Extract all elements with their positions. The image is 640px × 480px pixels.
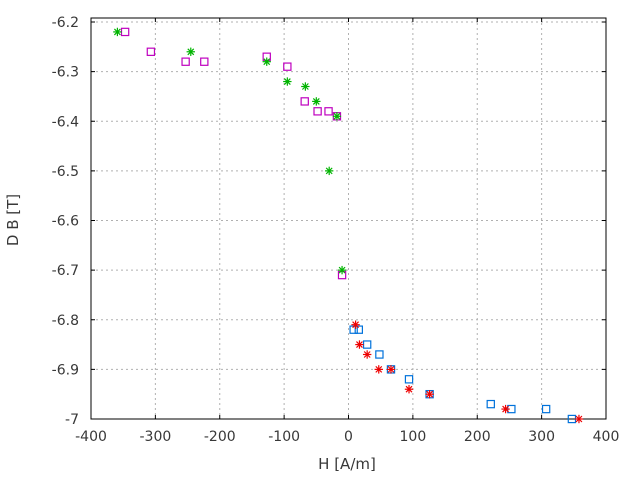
data-point-marker <box>502 405 509 413</box>
data-point-marker <box>363 351 371 358</box>
data-point-marker <box>313 107 322 116</box>
x-tick-label: -200 <box>204 429 236 445</box>
y-tick-label: -6.6 <box>52 214 79 230</box>
data-point-marker <box>405 385 413 393</box>
data-point-marker <box>300 97 309 106</box>
y-tick-label: -6.8 <box>52 313 79 329</box>
data-point-marker <box>187 48 195 56</box>
data-point-marker <box>354 325 364 334</box>
x-tick-label: -400 <box>75 429 107 445</box>
x-tick-label: 300 <box>528 429 555 445</box>
x-axis-label: H [A/m] <box>318 455 376 473</box>
data-point-marker <box>338 266 346 274</box>
data-point-marker <box>575 415 583 423</box>
data-point-marker <box>333 112 341 120</box>
data-point-marker <box>113 28 121 36</box>
data-point-marker <box>324 107 333 116</box>
data-point-marker <box>200 57 209 66</box>
y-tick-label: -6.7 <box>52 263 79 279</box>
x-tick-label: -100 <box>268 429 300 445</box>
y-tick-label: -7 <box>65 412 79 428</box>
data-point-marker <box>426 390 434 398</box>
y-axis-label: D B [T] <box>4 193 22 247</box>
y-tick-label: -6.5 <box>52 164 79 180</box>
data-point-marker <box>486 399 495 409</box>
data-point-marker <box>263 58 271 66</box>
data-point-marker <box>283 78 291 85</box>
data-point-marker <box>404 375 414 384</box>
data-point-marker <box>312 97 320 105</box>
data-point-marker <box>301 83 309 90</box>
data-point-marker <box>387 365 395 373</box>
y-tick-label: -6.4 <box>52 114 79 130</box>
y-tick-label: -6.9 <box>52 362 79 378</box>
data-point-marker <box>362 340 372 349</box>
y-tick-label: -6.2 <box>52 15 79 31</box>
data-point-marker <box>181 57 190 66</box>
x-tick-label: 100 <box>400 429 427 445</box>
data-point-marker <box>283 62 292 71</box>
x-tick-label: 0 <box>344 429 353 445</box>
data-point-marker <box>352 321 360 329</box>
x-tick-label: -300 <box>139 429 171 445</box>
data-point-marker <box>375 350 384 359</box>
data-point-marker <box>146 47 156 56</box>
data-point-marker <box>325 167 333 175</box>
data-point-marker <box>541 404 551 414</box>
y-tick-label: -6.3 <box>52 65 79 81</box>
data-point-marker <box>356 341 363 348</box>
x-tick-label: 400 <box>593 429 620 445</box>
data-point-marker <box>375 365 383 373</box>
x-tick-label: 200 <box>464 429 491 445</box>
data-point-marker <box>120 27 130 37</box>
